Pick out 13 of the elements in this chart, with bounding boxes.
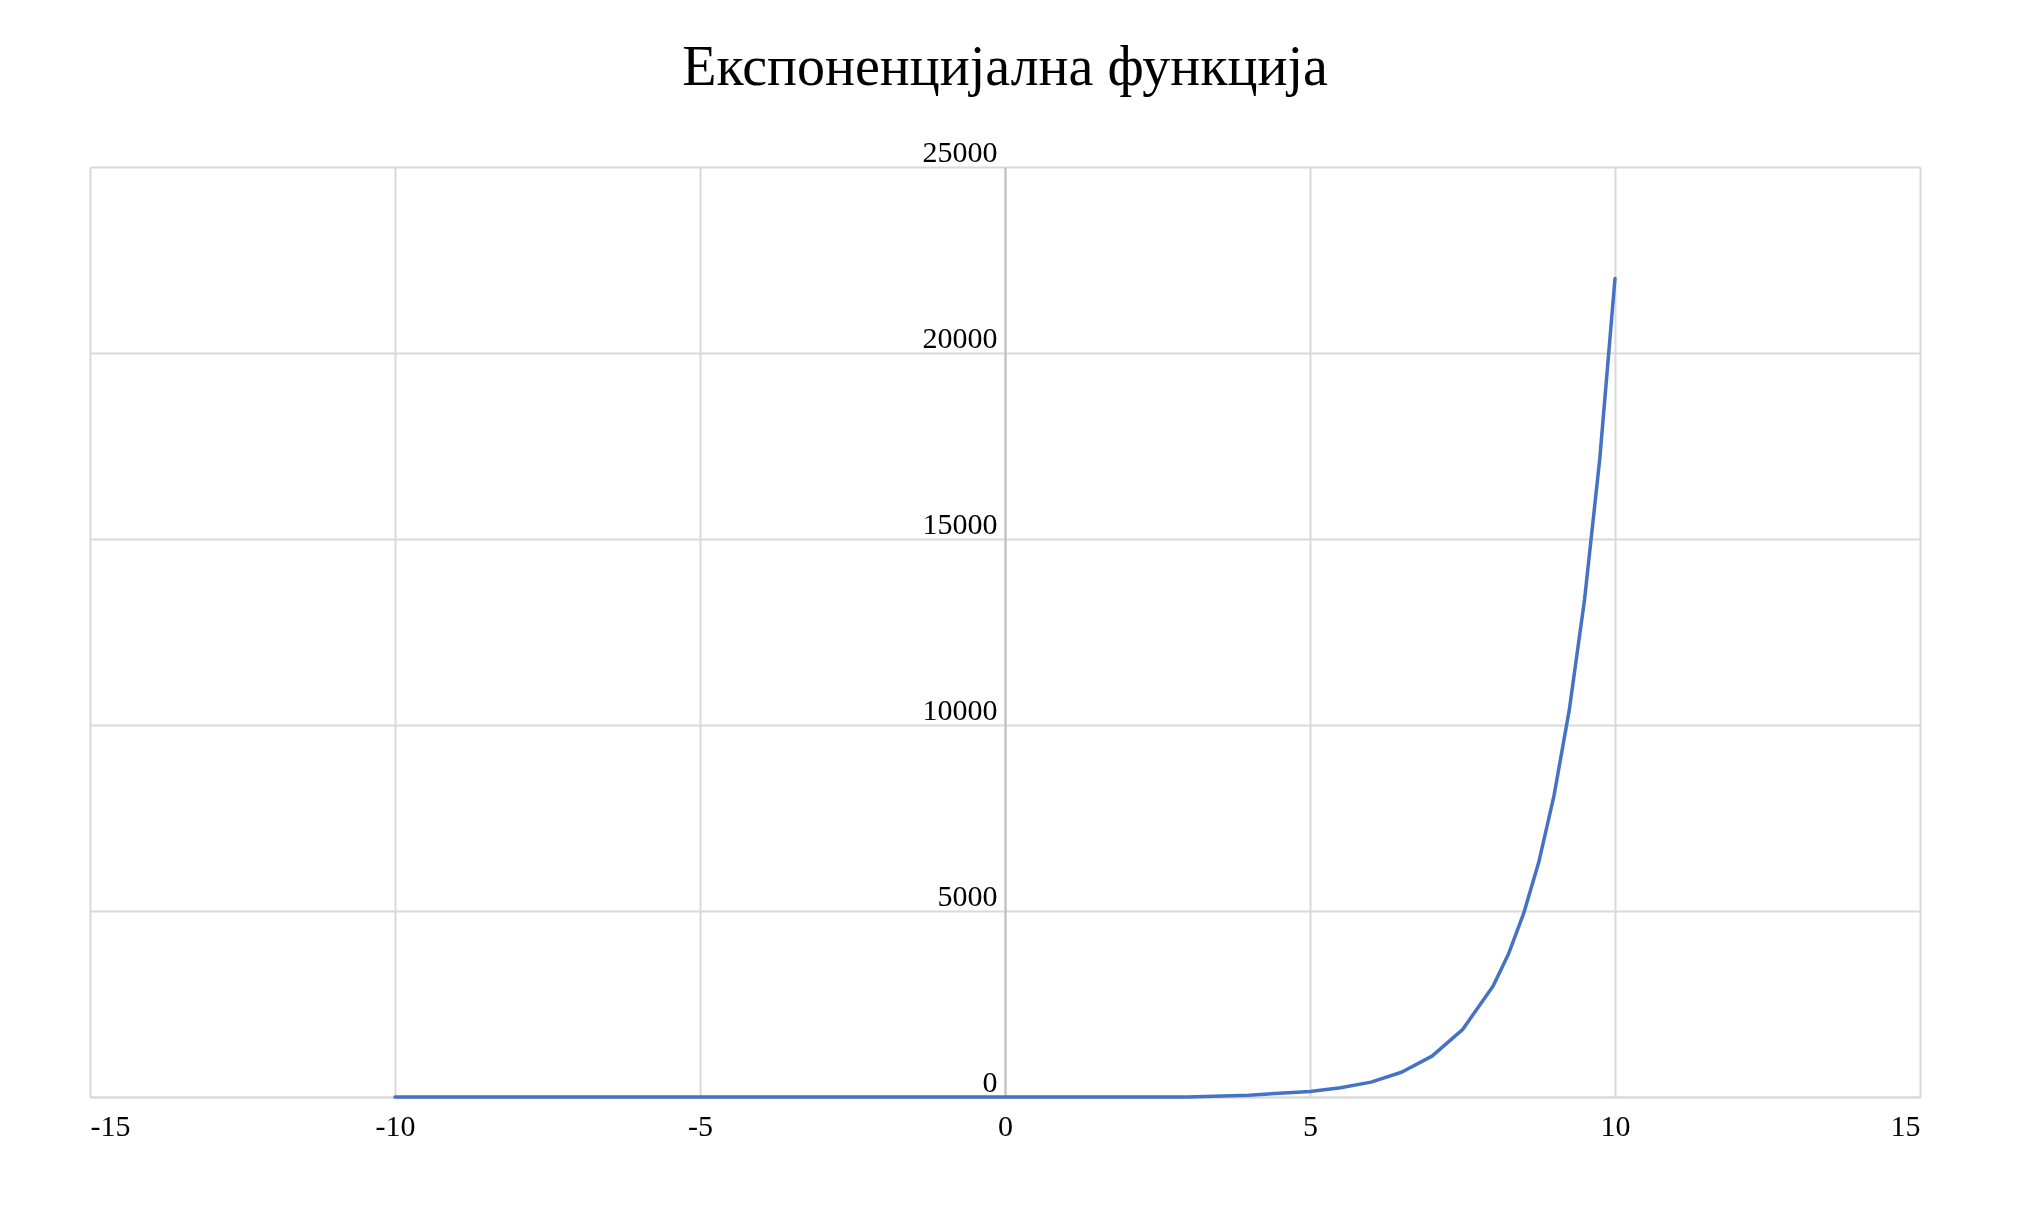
y-tick-label: 0 (982, 1064, 998, 1098)
x-tick-label: -15 (90, 1108, 131, 1142)
y-tick-label: 10000 (922, 692, 998, 726)
y-tick-label: 25000 (922, 134, 998, 168)
x-tick-label: 5 (1303, 1108, 1318, 1142)
chart-title: Експоненцијална функција (682, 35, 1328, 97)
x-tick-label: 10 (1600, 1108, 1631, 1142)
y-tick-label: 5000 (937, 878, 998, 912)
x-tick-label: -10 (375, 1108, 416, 1142)
y-tick-label: 20000 (922, 320, 998, 354)
x-tick-label: 15 (1890, 1108, 1921, 1142)
x-tick-label: -5 (688, 1108, 713, 1142)
y-tick-label: 15000 (922, 506, 998, 540)
